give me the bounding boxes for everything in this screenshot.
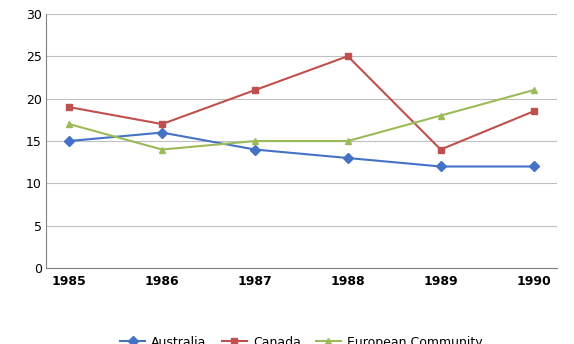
Canada xyxy=(530,109,537,114)
Australia xyxy=(437,164,444,169)
Canada xyxy=(65,105,72,109)
Australia xyxy=(251,148,258,152)
European Community xyxy=(65,122,72,126)
Line: Australia: Australia xyxy=(65,129,537,170)
Australia xyxy=(344,156,351,160)
Legend: Australia, Canada, European Community: Australia, Canada, European Community xyxy=(115,331,488,344)
Canada xyxy=(437,148,444,152)
Australia xyxy=(530,164,537,169)
European Community xyxy=(344,139,351,143)
Australia xyxy=(158,130,165,135)
Line: Canada: Canada xyxy=(65,53,537,153)
European Community xyxy=(530,88,537,92)
European Community xyxy=(158,148,165,152)
European Community xyxy=(437,114,444,118)
Canada xyxy=(251,88,258,92)
Canada xyxy=(158,122,165,126)
Line: European Community: European Community xyxy=(65,87,537,153)
Australia xyxy=(65,139,72,143)
European Community xyxy=(251,139,258,143)
Canada xyxy=(344,54,351,58)
